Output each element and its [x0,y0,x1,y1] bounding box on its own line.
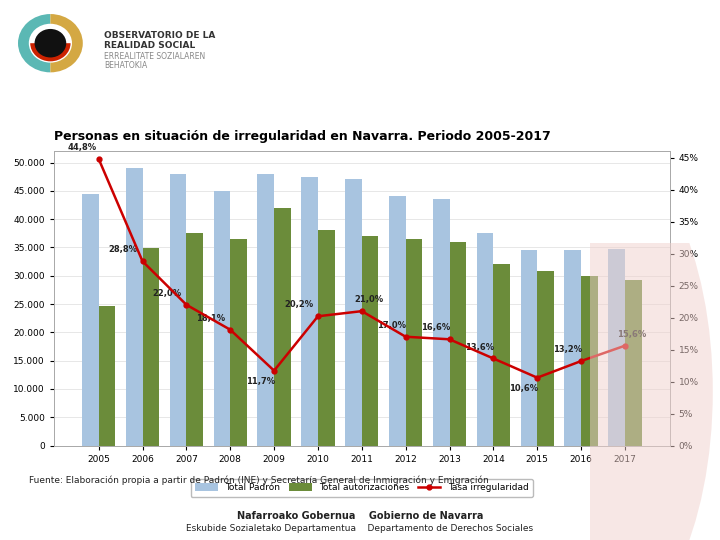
Text: ERREALITATE SOZIALAREN: ERREALITATE SOZIALAREN [104,52,206,61]
Text: BEHATOKIA: BEHATOKIA [104,62,148,70]
Bar [564,250,581,446]
Text: 13,6%: 13,6% [465,342,494,352]
Wedge shape [18,14,50,72]
Bar [301,177,318,446]
Text: 20,2%: 20,2% [284,300,313,309]
Tasa irregularidad [533,374,541,381]
Bar [230,239,247,446]
Tasa irregularidad [138,258,147,265]
Text: 18,1%: 18,1% [197,314,225,323]
Text: 28,8%: 28,8% [109,245,138,254]
Tasa irregularidad [401,334,410,340]
Text: Nafarroako Gobernua    Gobierno de Navarra: Nafarroako Gobernua Gobierno de Navarra [237,511,483,521]
Bar [258,174,274,445]
Bar [186,233,203,446]
Bar [433,199,449,446]
Bar [170,174,186,445]
Bar [581,276,598,446]
Bar [274,208,291,446]
Tasa irregularidad [445,336,454,342]
Wedge shape [30,43,71,62]
Bar [99,306,115,446]
Bar [405,239,423,446]
Bar [318,231,335,446]
Tasa irregularidad [182,301,191,308]
Text: Fuente: Elaboración propia a partir de Padrón (INE) y Secretaría General de Inmi: Fuente: Elaboración propia a partir de P… [29,476,489,485]
Text: REALIDAD SOCIAL: REALIDAD SOCIAL [104,42,196,50]
Text: 17,0%: 17,0% [377,321,406,330]
Text: 44,8%: 44,8% [68,143,96,152]
Bar [608,248,625,446]
Wedge shape [50,14,83,72]
Bar [214,191,230,446]
Tasa irregularidad [314,313,323,320]
Bar [345,179,361,446]
Bar [477,233,493,446]
Circle shape [468,139,713,540]
Tasa irregularidad [577,358,585,365]
Tasa irregularidad [621,342,629,349]
Tasa irregularidad [94,156,103,162]
Text: OBSERVATORIO DE LA: OBSERVATORIO DE LA [104,31,216,39]
Bar [389,197,405,446]
Circle shape [35,29,66,57]
Text: Eskubide Sozialetako Departamentua    Departamento de Derechos Sociales: Eskubide Sozialetako Departamentua Depar… [186,524,534,532]
Bar [126,168,143,446]
Text: 10,6%: 10,6% [509,384,538,393]
Tasa irregularidad [489,355,498,362]
Line: Tasa irregularidad: Tasa irregularidad [96,157,627,380]
Bar [493,265,510,446]
Bar [449,242,466,446]
Bar [143,248,159,446]
Bar [625,280,642,446]
Bar [82,194,99,446]
Bar [361,236,379,446]
Text: 22,0%: 22,0% [153,289,181,298]
Text: Personas en situación de irregularidad en Navarra. Periodo 2005-2017: Personas en situación de irregularidad e… [54,130,551,143]
Tasa irregularidad [357,308,366,314]
Bar [537,271,554,446]
Tasa irregularidad [270,367,279,374]
Text: 16,6%: 16,6% [421,323,450,332]
Legend: Total Padrón, Total autorizaciones, Tasa irregularidad: Total Padrón, Total autorizaciones, Tasa… [191,479,533,497]
Text: 11,7%: 11,7% [246,377,275,386]
Text: 15,6%: 15,6% [617,330,647,339]
Bar [521,250,537,446]
Text: 21,0%: 21,0% [354,295,383,304]
Text: 13,2%: 13,2% [553,345,582,354]
Tasa irregularidad [226,327,235,333]
